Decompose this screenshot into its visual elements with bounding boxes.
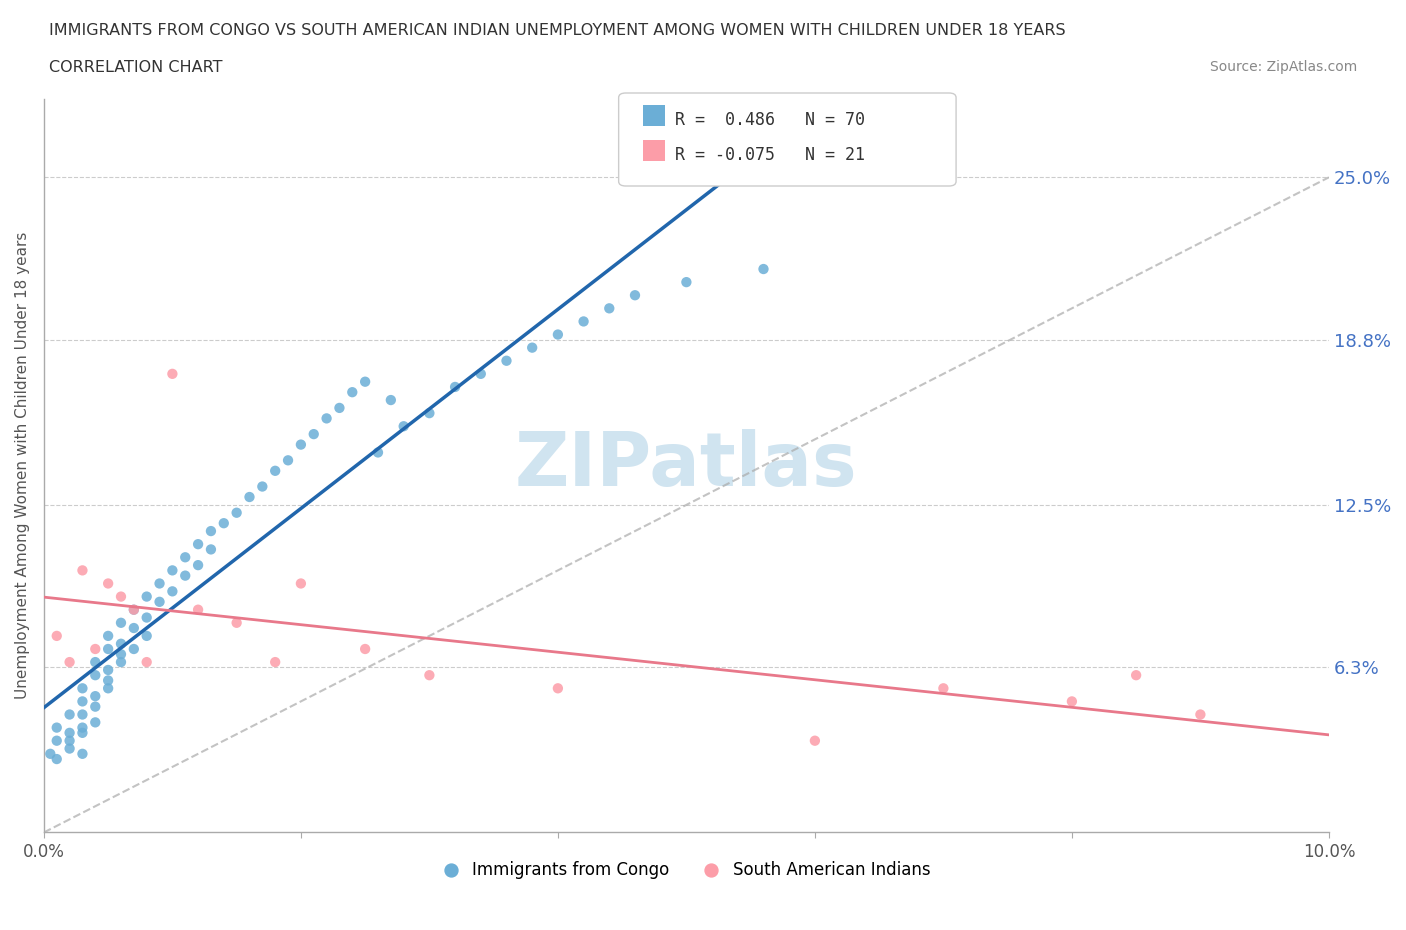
Point — [1125, 668, 1147, 683]
Point — [135, 655, 157, 670]
Text: IMMIGRANTS FROM CONGO VS SOUTH AMERICAN INDIAN UNEMPLOYMENT AMONG WOMEN WITH CHI: IMMIGRANTS FROM CONGO VS SOUTH AMERICAN … — [49, 23, 1066, 38]
Point — [495, 353, 517, 368]
Point — [97, 673, 120, 688]
Point — [110, 589, 132, 604]
Point — [58, 733, 80, 748]
Point — [444, 379, 467, 394]
Point — [97, 642, 120, 657]
Point — [675, 274, 697, 289]
Point — [315, 411, 337, 426]
Point — [58, 725, 80, 740]
Point — [264, 463, 287, 478]
Text: R =  0.486   N = 70: R = 0.486 N = 70 — [675, 111, 865, 128]
Point — [1060, 694, 1083, 709]
Point — [572, 314, 595, 329]
Point — [84, 699, 107, 714]
Point — [174, 568, 197, 583]
Point — [39, 747, 62, 762]
Point — [162, 584, 184, 599]
Point — [200, 524, 222, 538]
Point — [187, 558, 209, 573]
Point — [72, 747, 94, 762]
Point — [45, 629, 67, 644]
Point — [122, 603, 145, 618]
Point — [148, 576, 170, 591]
Point — [84, 715, 107, 730]
Point — [547, 681, 569, 696]
Point — [135, 589, 157, 604]
Point — [547, 327, 569, 342]
Point — [624, 287, 647, 302]
Point — [97, 629, 120, 644]
Point — [470, 366, 492, 381]
Point — [290, 576, 312, 591]
Point — [135, 629, 157, 644]
Point — [804, 733, 827, 748]
Legend: Immigrants from Congo, South American Indians: Immigrants from Congo, South American In… — [443, 861, 931, 879]
Point — [342, 385, 364, 400]
Point — [72, 720, 94, 735]
Point — [264, 655, 287, 670]
Point — [212, 516, 235, 531]
Point — [110, 636, 132, 651]
Point — [418, 405, 440, 420]
Point — [84, 668, 107, 683]
Point — [97, 662, 120, 677]
Point — [354, 374, 377, 389]
Point — [97, 576, 120, 591]
Text: CORRELATION CHART: CORRELATION CHART — [49, 60, 222, 75]
Point — [367, 445, 389, 460]
Point — [72, 725, 94, 740]
Text: Source: ZipAtlas.com: Source: ZipAtlas.com — [1209, 60, 1357, 74]
Point — [225, 616, 247, 631]
Y-axis label: Unemployment Among Women with Children Under 18 years: Unemployment Among Women with Children U… — [15, 232, 30, 699]
Point — [122, 603, 145, 618]
Text: ZIPatlas: ZIPatlas — [515, 429, 858, 502]
Point — [84, 689, 107, 704]
Point — [162, 366, 184, 381]
Point — [110, 646, 132, 661]
Point — [72, 681, 94, 696]
Point — [58, 655, 80, 670]
Point — [110, 616, 132, 631]
Point — [110, 655, 132, 670]
Point — [135, 610, 157, 625]
Point — [392, 418, 415, 433]
Point — [290, 437, 312, 452]
Point — [200, 542, 222, 557]
Point — [1189, 707, 1212, 722]
Point — [418, 668, 440, 683]
Point — [354, 642, 377, 657]
Point — [752, 261, 775, 276]
Point — [187, 603, 209, 618]
Point — [380, 392, 402, 407]
Point — [328, 401, 350, 416]
Point — [84, 655, 107, 670]
Point — [932, 681, 955, 696]
Point — [97, 681, 120, 696]
Point — [58, 741, 80, 756]
Point — [45, 720, 67, 735]
Point — [72, 707, 94, 722]
Point — [302, 427, 325, 442]
Point — [45, 733, 67, 748]
Point — [58, 707, 80, 722]
Point — [187, 537, 209, 551]
Point — [598, 301, 620, 316]
Point — [174, 550, 197, 565]
Point — [238, 489, 260, 504]
Point — [72, 694, 94, 709]
Point — [522, 340, 544, 355]
Text: R = -0.075   N = 21: R = -0.075 N = 21 — [675, 146, 865, 164]
Point — [72, 563, 94, 578]
Point — [45, 751, 67, 766]
Point — [162, 563, 184, 578]
Point — [252, 479, 274, 494]
Point — [122, 620, 145, 635]
Point — [148, 594, 170, 609]
Point — [122, 642, 145, 657]
Point — [225, 505, 247, 520]
Point — [277, 453, 299, 468]
Point — [84, 642, 107, 657]
